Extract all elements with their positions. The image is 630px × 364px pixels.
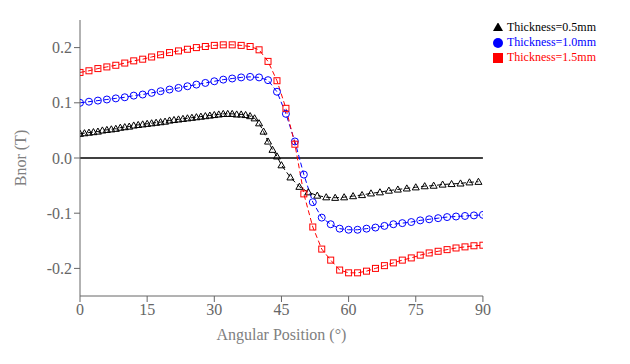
svg-text:75: 75 [408, 301, 424, 318]
svg-text:0: 0 [76, 301, 84, 318]
svg-text:Angular Position (°): Angular Position (°) [216, 326, 346, 344]
svg-text:0.2: 0.2 [52, 39, 72, 56]
svg-text:0.1: 0.1 [52, 94, 72, 111]
svg-text:60: 60 [341, 301, 357, 318]
html-text:Thickness=0.5mm: Thickness=0.5mm [506, 20, 596, 34]
html-text:Thickness=1.5mm: Thickness=1.5mm [506, 50, 596, 64]
svg-text:0.0: 0.0 [52, 150, 72, 167]
html-text:Thickness=1.0mm: Thickness=1.0mm [506, 35, 596, 49]
svg-text:-0.2: -0.2 [47, 260, 72, 277]
svg-text:45: 45 [273, 301, 289, 318]
svg-text:Bnor (T): Bnor (T) [12, 130, 30, 186]
svg-text:90: 90 [475, 301, 491, 318]
svg-text:-0.1: -0.1 [47, 205, 72, 222]
svg-text:15: 15 [139, 301, 155, 318]
svg-text:30: 30 [206, 301, 222, 318]
